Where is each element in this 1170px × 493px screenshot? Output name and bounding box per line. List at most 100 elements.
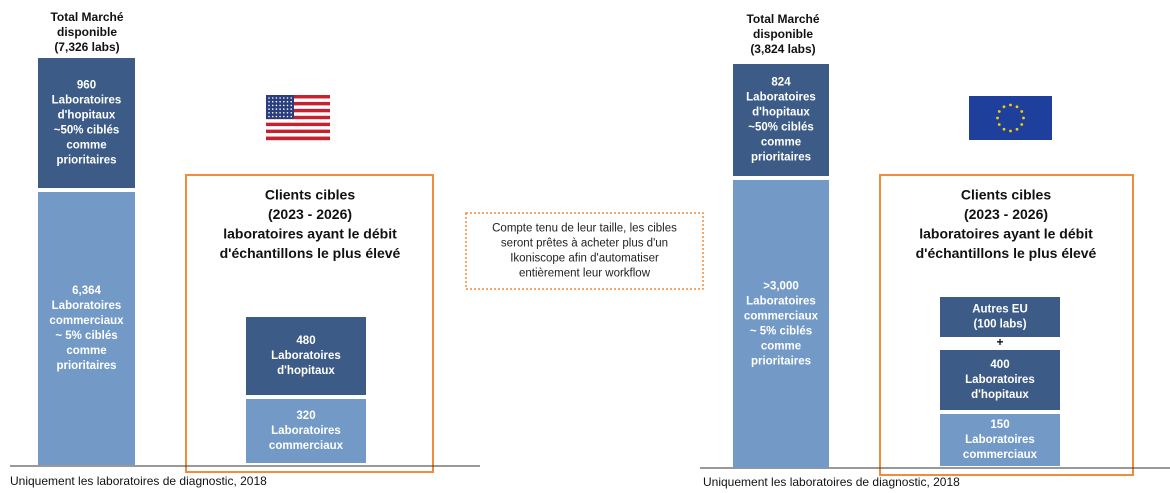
flag-star	[290, 100, 293, 103]
market-block	[38, 192, 135, 465]
block-label: Laboratoires	[52, 300, 122, 312]
block-label: Autres EU	[972, 304, 1028, 316]
flag-star	[286, 115, 289, 118]
market-block	[733, 180, 829, 468]
block-label: Laboratoires	[271, 350, 341, 362]
flag-canton	[266, 95, 294, 119]
target-title: (2023 - 2026)	[268, 206, 352, 222]
target-block	[940, 414, 1060, 466]
block-label: prioritaires	[751, 356, 811, 368]
flag-star	[997, 110, 1001, 113]
flag-star	[1002, 127, 1006, 131]
flag-stripe	[266, 129, 330, 134]
target-title: d'échantillons le plus élevé	[220, 245, 401, 261]
flag-field	[969, 96, 1052, 140]
flag-stripe	[266, 122, 330, 127]
block-label: Laboratoires	[746, 92, 816, 104]
flag-star	[271, 115, 274, 118]
note-text: entièrement leur workflow	[519, 268, 651, 280]
flag-star	[268, 115, 270, 118]
market-title: (7,326 labs)	[54, 40, 119, 54]
block-label: >3,000	[763, 281, 799, 293]
block-label: commerciaux	[269, 440, 344, 452]
flag-star	[279, 115, 281, 118]
market-title: (3,824 labs)	[750, 42, 815, 56]
target-title: Clients cibles	[961, 186, 1051, 202]
block-label: d'hopitaux	[752, 107, 810, 119]
block-label: 320	[296, 410, 315, 422]
note-text: seront prêtes à acheter plus d'un	[501, 238, 668, 250]
flag-star	[275, 97, 278, 99]
flag-star	[268, 112, 270, 114]
block-label: Laboratoires	[746, 296, 816, 308]
block-label: 6,364	[72, 285, 101, 297]
flag-stripe	[266, 112, 330, 116]
flag-star	[283, 112, 285, 114]
flag-star	[290, 112, 293, 114]
flag-stripe	[266, 108, 330, 113]
flag-stripe	[266, 136, 330, 141]
us-flag	[266, 95, 330, 141]
block-label: prioritaires	[751, 152, 811, 164]
block-label: 480	[296, 335, 315, 347]
flag-star	[271, 112, 274, 114]
block-label: d'hopitaux	[58, 110, 116, 122]
flag-star	[268, 104, 270, 107]
block-label: Laboratoires	[965, 434, 1035, 446]
flag-stripe	[266, 115, 330, 120]
flag-star	[1020, 123, 1024, 126]
block-label: ~ 5% ciblés	[55, 330, 117, 342]
flag-star	[1015, 105, 1019, 109]
note-text: Compte tenu de leur taille, les cibles	[492, 223, 677, 235]
market-title: Total Marché	[746, 12, 819, 26]
eu-flag	[969, 96, 1052, 140]
block-label: 400	[990, 359, 1009, 371]
flag-star	[279, 97, 281, 99]
flag-star	[996, 116, 999, 120]
flag-star	[279, 100, 281, 103]
flag-star	[1009, 129, 1012, 133]
flag-star	[286, 100, 289, 103]
flag-stripe	[266, 119, 330, 123]
flag-star	[279, 108, 281, 110]
flag-stripe	[266, 105, 330, 110]
flag-star	[290, 115, 293, 118]
block-label: ~50% ciblés	[54, 125, 120, 137]
target-title: laboratoires ayant le débit	[919, 225, 1093, 241]
target-box	[879, 174, 1134, 476]
block-label: comme	[66, 345, 106, 357]
flag-star	[275, 104, 278, 107]
flag-star	[279, 112, 281, 114]
block-label: comme	[761, 137, 801, 149]
flag-star	[286, 112, 289, 114]
market-block	[733, 64, 829, 176]
block-label: comme	[761, 341, 801, 353]
flag-stripe	[266, 95, 330, 99]
flag-star	[1022, 116, 1025, 120]
block-label: ~50% ciblés	[748, 122, 814, 134]
flag-star	[290, 104, 293, 107]
footnote: Uniquement les laboratoires de diagnosti…	[10, 474, 267, 488]
flag-star	[283, 104, 285, 107]
target-block	[940, 297, 1060, 337]
flag-star	[283, 97, 285, 99]
target-title: d'échantillons le plus élevé	[916, 245, 1097, 261]
target-title: laboratoires ayant le débit	[223, 225, 397, 241]
target-block	[246, 399, 366, 463]
flag-star	[268, 108, 270, 110]
flag-star	[1009, 103, 1012, 107]
block-label: Laboratoires	[271, 425, 341, 437]
flag-star	[997, 123, 1001, 126]
flag-star	[1015, 127, 1019, 131]
block-label: commerciaux	[963, 449, 1038, 461]
market-title: disponible	[57, 25, 117, 39]
flag-stripe	[266, 98, 330, 103]
flag-star	[290, 108, 293, 110]
target-block	[246, 317, 366, 395]
target-title: Clients cibles	[265, 186, 355, 202]
flag-star	[271, 100, 274, 103]
block-label: d'hopitaux	[971, 389, 1029, 401]
block-label: d'hopitaux	[277, 365, 335, 377]
flag-star	[279, 104, 281, 107]
flag-star	[283, 108, 285, 110]
